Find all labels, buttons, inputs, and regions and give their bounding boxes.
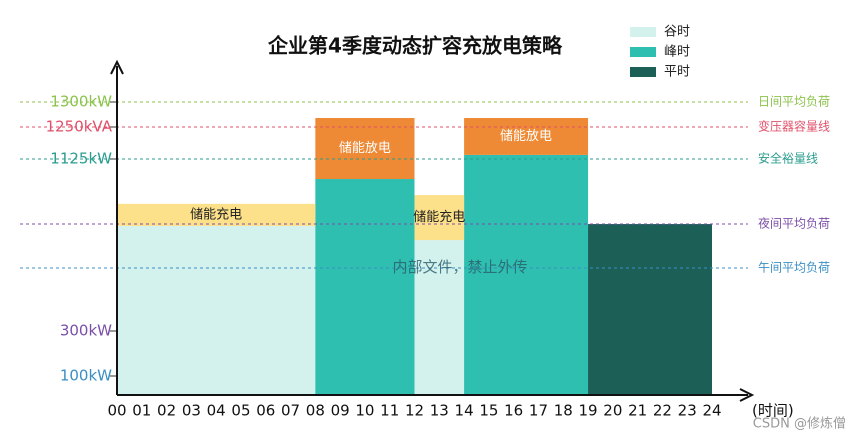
storage-bar bbox=[117, 203, 316, 226]
storage-bar bbox=[414, 195, 465, 241]
reference-label: 午间平均负荷 bbox=[758, 261, 830, 275]
y-axis-arrow bbox=[110, 59, 124, 75]
x-tick-label: 00 bbox=[107, 402, 126, 420]
x-tick-label: 07 bbox=[281, 402, 300, 420]
x-tick-label: 02 bbox=[157, 402, 176, 420]
legend-label: 平时 bbox=[664, 65, 690, 80]
x-tick-label: 08 bbox=[306, 402, 325, 420]
storage-label: 储能放电 bbox=[500, 129, 552, 144]
legend-swatch bbox=[630, 67, 656, 77]
x-tick-label: 06 bbox=[256, 402, 275, 420]
x-tick-label: 03 bbox=[182, 402, 201, 420]
x-tick-label: 13 bbox=[430, 402, 449, 420]
x-tick-label: 24 bbox=[702, 402, 721, 420]
x-tick-label: 11 bbox=[380, 402, 399, 420]
reference-label: 变压器容量线 bbox=[758, 119, 830, 134]
x-tick-label: 16 bbox=[504, 402, 523, 420]
x-tick-label: 22 bbox=[653, 402, 672, 420]
x-tick-label: 21 bbox=[628, 402, 647, 420]
x-tick-label: 15 bbox=[479, 402, 498, 420]
x-tick-label: 09 bbox=[331, 402, 350, 420]
y-tick-label: 1250kVA bbox=[46, 118, 113, 136]
y-tick-label: 1125kW bbox=[50, 150, 112, 168]
x-tick-label: 17 bbox=[529, 402, 548, 420]
x-tick-label: 14 bbox=[455, 402, 474, 420]
load-bar bbox=[117, 225, 316, 395]
load-bar bbox=[414, 240, 465, 395]
chart-title: 企业第4季度动态扩容充放电策略 bbox=[267, 34, 563, 58]
x-tick-label: 23 bbox=[678, 402, 697, 420]
storage-label: 储能充电 bbox=[413, 209, 465, 225]
legend-swatch bbox=[630, 47, 656, 57]
x-axis-arrow bbox=[739, 388, 755, 402]
x-tick-label: 20 bbox=[603, 402, 622, 420]
reference-label: 日间平均负荷 bbox=[758, 95, 830, 109]
reference-label: 夜间平均负荷 bbox=[758, 216, 830, 231]
watermark: 内部文件，禁止外传 bbox=[392, 258, 527, 276]
load-bar bbox=[464, 154, 589, 395]
x-tick-label: 01 bbox=[132, 402, 151, 420]
y-tick-label: 1300kW bbox=[50, 93, 112, 111]
storage-bar bbox=[315, 118, 415, 180]
storage-label: 储能充电 bbox=[190, 206, 242, 222]
x-tick-label: 10 bbox=[355, 402, 374, 420]
x-tick-label: 04 bbox=[207, 402, 226, 420]
legend-swatch bbox=[630, 27, 656, 37]
y-tick-label: 300kW bbox=[60, 322, 112, 340]
x-tick-label: 12 bbox=[405, 402, 424, 420]
legend-label: 谷时 bbox=[664, 25, 690, 40]
storage-bar bbox=[464, 118, 589, 155]
legend-label: 峰时 bbox=[664, 45, 690, 60]
x-axis-label: (时间) bbox=[752, 402, 794, 420]
y-tick-label: 100kW bbox=[60, 367, 112, 385]
credit: CSDN @修炼僧 bbox=[753, 417, 846, 432]
reference-label: 安全裕量线 bbox=[758, 151, 818, 166]
load-bar bbox=[588, 224, 712, 395]
load-bar bbox=[315, 179, 415, 395]
x-tick-label: 18 bbox=[554, 402, 573, 420]
storage-label: 储能放电 bbox=[339, 141, 391, 156]
x-tick-label: 19 bbox=[578, 402, 597, 420]
x-tick-label: 05 bbox=[231, 402, 250, 420]
